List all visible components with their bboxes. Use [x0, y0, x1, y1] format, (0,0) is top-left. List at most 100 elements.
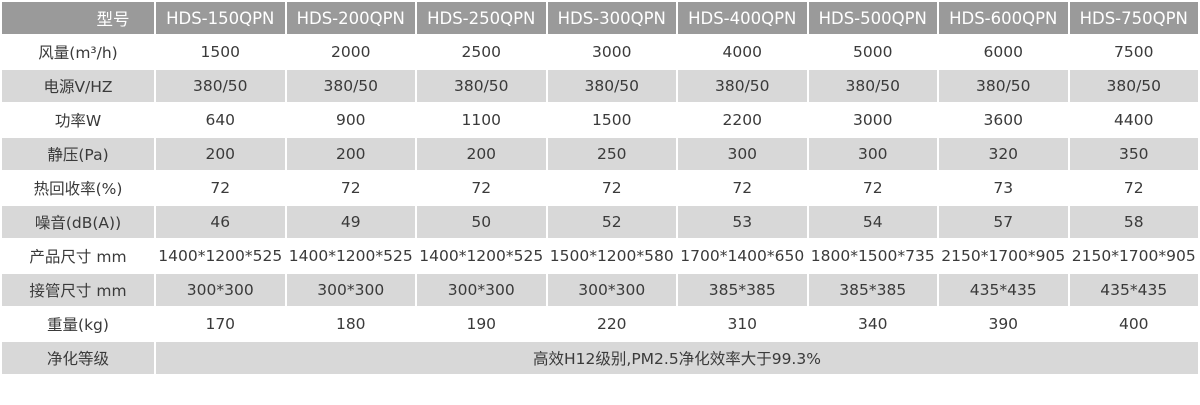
table-row: 产品尺寸 mm 1400*1200*525 1400*1200*525 1400*12… [2, 240, 1198, 272]
table-cell: 1400*1200*525 [286, 240, 415, 272]
spec-body: 风量(m³/h) 1500 2000 2500 3000 4000 5000 6000 7500… [2, 36, 1198, 374]
model-header: HDS-200QPN [286, 2, 415, 34]
row-label: 净化等级 [2, 342, 154, 374]
table-cell: 1500 [547, 104, 676, 136]
table-cell: 50 [417, 206, 546, 238]
table-cell: 350 [1069, 138, 1198, 170]
table-cell: 1400*1200*525 [156, 240, 285, 272]
row-label: 功率W [2, 104, 154, 136]
table-cell: 1500 [156, 36, 285, 68]
spec-table: 型号 HDS-150QPN HDS-200QPN HDS-250QPN HDS-… [2, 2, 1198, 374]
table-cell: 390 [939, 308, 1068, 340]
table-cell: 380/50 [547, 70, 676, 102]
row-label: 重量(kg) [2, 308, 154, 340]
table-cell: 72 [156, 172, 285, 204]
table-cell: 300*300 [547, 274, 676, 306]
table-cell: 200 [156, 138, 285, 170]
table-cell: 435*435 [939, 274, 1068, 306]
table-cell: 380/50 [286, 70, 415, 102]
table-row: 重量(kg) 170 180 190 220 310 340 390 400 [2, 308, 1198, 340]
table-cell: 1400*1200*525 [417, 240, 546, 272]
table-cell: 49 [286, 206, 415, 238]
table-cell: 72 [808, 172, 937, 204]
table-cell: 7500 [1069, 36, 1198, 68]
table-cell: 72 [286, 172, 415, 204]
model-header: HDS-150QPN [156, 2, 285, 34]
table-cell: 300 [678, 138, 807, 170]
table-cell: 52 [547, 206, 676, 238]
table-cell: 4000 [678, 36, 807, 68]
table-cell: 170 [156, 308, 285, 340]
table-cell: 380/50 [417, 70, 546, 102]
table-cell: 320 [939, 138, 1068, 170]
table-cell: 380/50 [939, 70, 1068, 102]
table-cell: 2150*1700*905 [939, 240, 1068, 272]
table-cell: 400 [1069, 308, 1198, 340]
row-label: 电源V/HZ [2, 70, 154, 102]
table-row: 热回收率(%) 72 72 72 72 72 72 73 72 [2, 172, 1198, 204]
table-row: 电源V/HZ 380/50 380/50 380/50 380/50 380/50 380/… [2, 70, 1198, 102]
table-cell: 385*385 [808, 274, 937, 306]
table-cell: 300*300 [286, 274, 415, 306]
table-cell: 58 [1069, 206, 1198, 238]
table-cell: 54 [808, 206, 937, 238]
footer-row: 净化等级 高效H12级别,PM2.5净化效率大于99.3% [2, 342, 1198, 374]
table-cell: 2000 [286, 36, 415, 68]
table-cell: 435*435 [1069, 274, 1198, 306]
table-cell: 300*300 [156, 274, 285, 306]
table-row: 接管尺寸 mm 300*300 300*300 300*300 300*300 385*3… [2, 274, 1198, 306]
table-cell: 640 [156, 104, 285, 136]
row-label: 产品尺寸 mm [2, 240, 154, 272]
table-cell: 46 [156, 206, 285, 238]
table-cell: 1700*1400*650 [678, 240, 807, 272]
table-cell: 310 [678, 308, 807, 340]
table-cell: 250 [547, 138, 676, 170]
row-label: 噪音(dB(A)) [2, 206, 154, 238]
table-cell: 73 [939, 172, 1068, 204]
model-header: HDS-600QPN [939, 2, 1068, 34]
table-cell: 72 [1069, 172, 1198, 204]
table-cell: 200 [286, 138, 415, 170]
row-label: 风量(m³/h) [2, 36, 154, 68]
table-cell: 72 [417, 172, 546, 204]
table-cell: 380/50 [678, 70, 807, 102]
table-row: 功率W 640 900 1100 1500 2200 3000 3600 4400 [2, 104, 1198, 136]
header-label: 型号 [2, 2, 154, 34]
header-row: 型号 HDS-150QPN HDS-200QPN HDS-250QPN HDS-… [2, 2, 1198, 34]
table-cell: 380/50 [808, 70, 937, 102]
table-cell: 1100 [417, 104, 546, 136]
table-row: 噪音(dB(A)) 46 49 50 52 53 54 57 58 [2, 206, 1198, 238]
table-cell: 200 [417, 138, 546, 170]
table-cell: 1500*1200*580 [547, 240, 676, 272]
row-label: 热回收率(%) [2, 172, 154, 204]
model-header: HDS-750QPN [1069, 2, 1198, 34]
row-label: 静压(Pa) [2, 138, 154, 170]
table-cell: 900 [286, 104, 415, 136]
table-cell: 3600 [939, 104, 1068, 136]
table-cell: 2500 [417, 36, 546, 68]
table-cell: 72 [547, 172, 676, 204]
table-cell: 2150*1700*905 [1069, 240, 1198, 272]
table-cell: 220 [547, 308, 676, 340]
table-cell: 5000 [808, 36, 937, 68]
model-header: HDS-500QPN [808, 2, 937, 34]
table-cell: 190 [417, 308, 546, 340]
table-row: 风量(m³/h) 1500 2000 2500 3000 4000 5000 6000 7500 [2, 36, 1198, 68]
table-row: 静压(Pa) 200 200 200 250 300 300 320 350 [2, 138, 1198, 170]
table-cell: 72 [678, 172, 807, 204]
table-cell: 380/50 [1069, 70, 1198, 102]
table-cell: 340 [808, 308, 937, 340]
model-header: HDS-400QPN [678, 2, 807, 34]
table-cell: 3000 [808, 104, 937, 136]
table-cell: 180 [286, 308, 415, 340]
purification-grade-value: 高效H12级别,PM2.5净化效率大于99.3% [156, 342, 1198, 374]
table-cell: 53 [678, 206, 807, 238]
model-header: HDS-250QPN [417, 2, 546, 34]
row-label: 接管尺寸 mm [2, 274, 154, 306]
table-cell: 6000 [939, 36, 1068, 68]
table-cell: 385*385 [678, 274, 807, 306]
table-cell: 57 [939, 206, 1068, 238]
table-cell: 300 [808, 138, 937, 170]
table-cell: 2200 [678, 104, 807, 136]
table-cell: 4400 [1069, 104, 1198, 136]
